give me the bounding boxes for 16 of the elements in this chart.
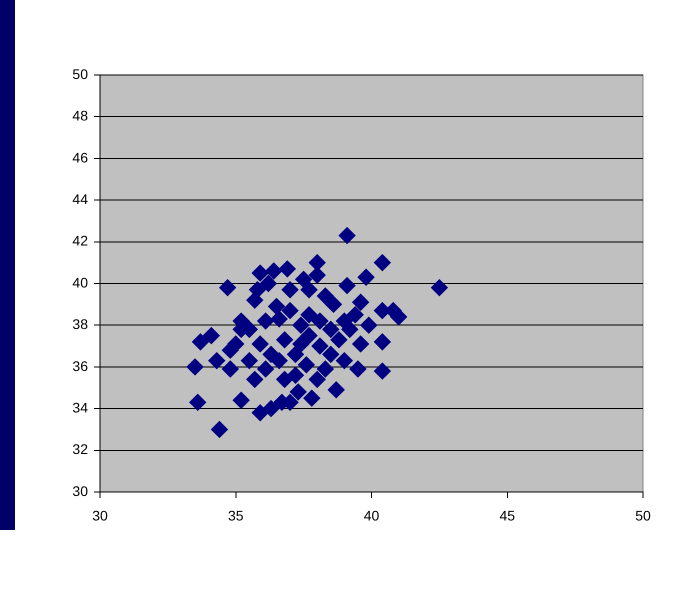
x-tick-label: 40: [364, 507, 380, 524]
y-tick-label: 42: [72, 232, 88, 249]
y-tick-label: 46: [72, 149, 88, 166]
y-tick-label: 32: [72, 441, 88, 458]
x-tick-label: 30: [92, 507, 108, 524]
y-tick-label: 48: [72, 108, 88, 124]
y-tick-label: 36: [72, 358, 88, 374]
y-tick-label: 34: [72, 399, 88, 416]
x-tick-label: 50: [635, 507, 651, 524]
y-tick-label: 40: [72, 274, 88, 290]
y-tick-label: 38: [72, 316, 88, 332]
x-tick-label: 45: [499, 507, 516, 524]
y-tick-label: 44: [72, 190, 88, 207]
y-tick-label: 30: [72, 482, 88, 499]
y-tick-label: 50: [72, 66, 88, 82]
x-tick-label: 35: [228, 507, 244, 524]
